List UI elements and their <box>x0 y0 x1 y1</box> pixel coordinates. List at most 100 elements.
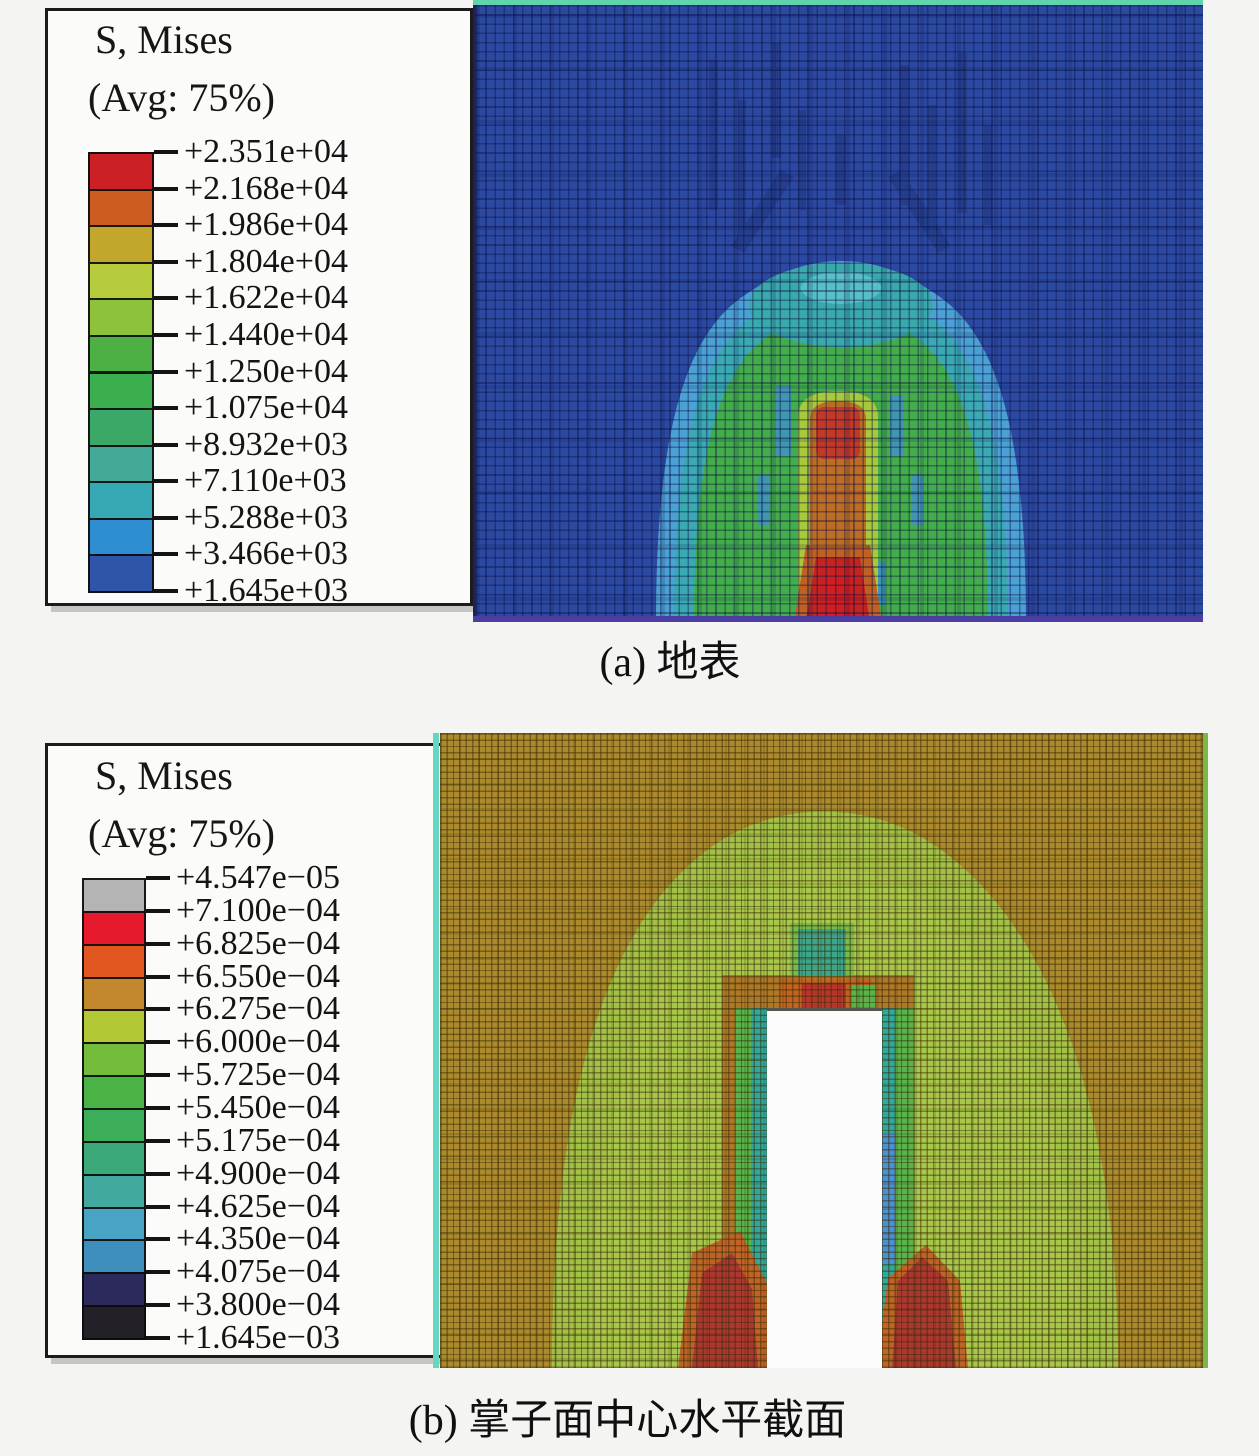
legend-tick <box>146 908 170 913</box>
legend-tick <box>146 876 170 880</box>
legend-tick <box>146 941 170 946</box>
legend-swatch <box>82 976 146 1012</box>
legend-value-label: +1.986e+04 <box>184 206 348 244</box>
legend-value-label: +7.100e−04 <box>176 891 340 929</box>
legend-value-label: +5.288e+03 <box>184 498 348 536</box>
dome-cap-highlight <box>801 272 881 304</box>
legend-swatch <box>82 1173 146 1209</box>
legend-value-label: +4.547e−05 <box>176 859 340 896</box>
legend-value-label: +1.804e+04 <box>184 242 348 280</box>
legend-value-label: +4.900e−04 <box>176 1154 340 1192</box>
legend-value-label: +6.550e−04 <box>176 957 340 995</box>
legend-value-label: +3.466e+03 <box>184 535 348 573</box>
legend-swatch <box>88 225 154 264</box>
legend-tick <box>154 479 178 484</box>
legend-swatch <box>88 517 154 557</box>
legend-swatch <box>82 1108 146 1143</box>
legend-tick <box>154 406 178 411</box>
legend-tick <box>146 1040 170 1045</box>
crown-green-patch <box>852 985 876 1007</box>
plot-b-right-edge-line <box>1203 733 1208 1368</box>
legend-tick <box>154 332 178 337</box>
legend-value-label: +1.645e−03 <box>176 1319 340 1356</box>
legend-swatch <box>88 554 154 593</box>
legend-value-label: +1.440e+04 <box>184 315 348 353</box>
teal-patch <box>798 929 846 979</box>
legend-value-label: +6.000e−04 <box>176 1023 340 1061</box>
left-hotspot <box>692 1253 758 1368</box>
legend-swatch <box>88 408 154 447</box>
legend-tick <box>146 1303 170 1308</box>
dome-cap <box>749 263 933 347</box>
legend-value-label: +8.932e+03 <box>184 425 348 463</box>
legend-swatch <box>82 1305 146 1340</box>
legend-tick <box>154 223 178 228</box>
legend-tick <box>154 442 178 447</box>
legend-tick <box>146 974 170 979</box>
legend-subtitle-a: (Avg: 75%) <box>88 75 275 120</box>
legend-value-label: +6.275e−04 <box>176 990 340 1028</box>
caption-a: (a) 地表 <box>599 640 741 686</box>
legend-value-label: +5.175e−04 <box>176 1121 340 1159</box>
dark-streaks <box>709 43 992 253</box>
legend-value-label: +4.350e−04 <box>176 1220 340 1258</box>
legend-swatch <box>88 261 154 301</box>
legend-tick <box>154 150 178 154</box>
legend-value-label: +5.450e−04 <box>176 1089 340 1126</box>
legend-tick <box>146 1073 170 1078</box>
legend-title-a: S, Mises <box>95 17 233 62</box>
legend-swatch <box>82 1042 146 1078</box>
legend-swatch <box>88 371 154 411</box>
legend-swatch <box>88 444 154 484</box>
legend-value-label: +2.351e+04 <box>184 133 348 170</box>
legend-tick <box>154 589 178 593</box>
legend-swatch <box>88 298 154 337</box>
legend-tick <box>154 552 178 557</box>
legend-value-label: +7.110e+03 <box>184 462 347 500</box>
legend-tick <box>154 186 178 191</box>
right-blue-segment <box>881 1133 895 1263</box>
plot-b-left-edge-line <box>433 733 439 1368</box>
legend-tick <box>146 1138 170 1143</box>
legend-swatch <box>82 1009 146 1045</box>
legend-tick <box>154 369 178 374</box>
plot-a-top-edge-line <box>473 0 1203 5</box>
legend-swatch <box>88 188 154 228</box>
legend-swatch <box>82 943 146 979</box>
legend-value-label: +4.625e−04 <box>176 1187 340 1225</box>
legend-swatch <box>82 878 146 913</box>
legend-swatch <box>82 910 146 946</box>
legend-swatch <box>82 1075 146 1110</box>
column-top-red <box>816 407 860 459</box>
legend-tick <box>146 1336 170 1340</box>
stress-contour-plot-a <box>473 5 1203 622</box>
legend-value-label: +4.075e−04 <box>176 1253 340 1291</box>
caption-b: (b) 掌子面中心水平截面 <box>408 1398 847 1444</box>
legend-tick <box>154 296 178 301</box>
legend-title-b: S, Mises <box>95 753 233 798</box>
legend-tick <box>146 1204 170 1209</box>
legend-colorbar-b: +4.547e−05 +7.100e−04 +6.825e−04 +6.550e−04… <box>82 859 432 1356</box>
legend-tick <box>146 1270 170 1275</box>
legend-tick <box>146 1007 170 1012</box>
contour-shapes-a <box>656 43 1026 622</box>
legend-value-label: +5.725e−04 <box>176 1056 340 1094</box>
legend-tick <box>154 515 178 520</box>
legend-value-label: +1.622e+04 <box>184 279 348 317</box>
legend-subtitle-b: (Avg: 75%) <box>88 811 275 856</box>
legend-tick <box>154 259 178 264</box>
peak-core <box>824 573 852 622</box>
plot-a-bottom-edge-line <box>473 616 1203 622</box>
legend-swatch <box>88 152 154 191</box>
tunnel-excavation-core <box>767 1008 882 1368</box>
legend-value-label: +2.168e+04 <box>184 169 348 207</box>
legend-tick <box>146 1171 170 1176</box>
legend-value-label: +1.250e+04 <box>184 352 348 390</box>
legend-swatch <box>82 1272 146 1308</box>
legend-swatch <box>82 1140 146 1176</box>
legend-swatch <box>82 1239 146 1275</box>
legend-colorbar-a: +2.351e+04 +2.168e+04 +1.986e+04 +1.804e+04… <box>88 133 458 609</box>
legend-value-label: +3.800e−04 <box>176 1286 340 1324</box>
blue-specks <box>758 385 924 605</box>
